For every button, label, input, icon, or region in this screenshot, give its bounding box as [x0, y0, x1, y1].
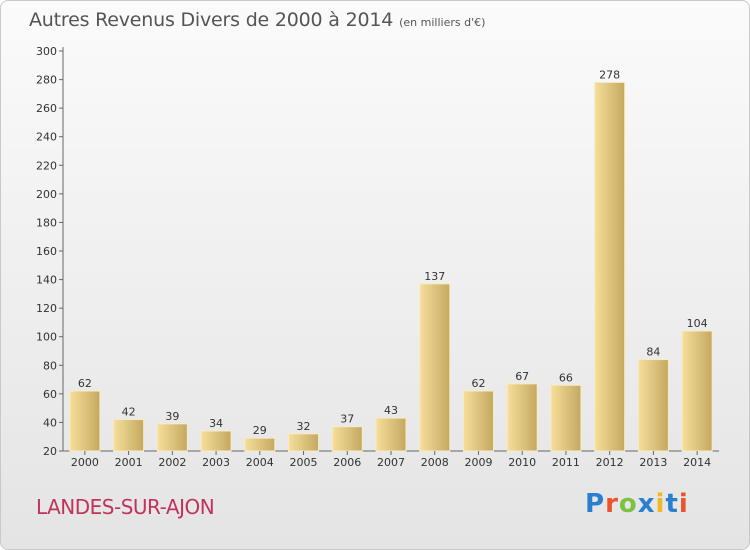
logo-letter: o	[618, 489, 638, 519]
bar	[244, 437, 276, 452]
x-tick-label: 2006	[333, 456, 361, 469]
y-tick-label: 280	[36, 74, 57, 87]
data-label: 67	[515, 370, 529, 383]
bar	[113, 419, 145, 452]
bar	[156, 423, 188, 452]
x-tick-label: 2001	[115, 456, 143, 469]
y-tick-label: 200	[36, 188, 57, 201]
data-label: 37	[340, 413, 354, 426]
y-tick-label: 160	[36, 245, 57, 258]
x-tick-label: 2007	[377, 456, 405, 469]
x-tick-label: 2003	[202, 456, 230, 469]
y-tick-label: 80	[43, 359, 57, 372]
y-tick-label: 100	[36, 331, 57, 344]
chart-title: Autres Revenus Divers de 2000 à 2014	[29, 9, 394, 31]
logo-letter: x	[637, 489, 656, 519]
data-label: 62	[471, 377, 485, 390]
data-label: 137	[424, 270, 445, 283]
bar	[550, 384, 582, 452]
chart-subtitle: (en milliers d'€)	[399, 16, 486, 29]
bar	[462, 390, 494, 452]
chart-title-block: Autres Revenus Divers de 2000 à 2014 (en …	[29, 9, 485, 31]
data-label: 278	[599, 68, 620, 81]
bar	[681, 330, 713, 452]
data-label: 43	[384, 404, 398, 417]
bar	[200, 430, 232, 452]
bar	[69, 390, 101, 452]
commune-name: LANDES-SUR-AJON	[36, 495, 215, 519]
y-tick-label: 140	[36, 274, 57, 287]
y-tick-label: 60	[43, 388, 57, 401]
bar	[637, 359, 669, 452]
data-label: 62	[78, 377, 92, 390]
y-tick-label: 180	[36, 216, 57, 229]
data-label: 39	[165, 410, 179, 423]
data-label: 66	[559, 371, 573, 384]
y-tick-label: 20	[43, 445, 57, 458]
logo-letter: r	[605, 489, 619, 519]
x-tick-label: 2009	[464, 456, 492, 469]
x-tick-label: 2013	[639, 456, 667, 469]
bar	[288, 433, 320, 452]
y-tick-label: 40	[43, 416, 57, 429]
bar	[331, 426, 363, 452]
y-tick-label: 260	[36, 102, 57, 115]
x-tick-label: 2012	[596, 456, 624, 469]
bar	[375, 417, 407, 452]
bar	[594, 81, 626, 452]
data-label: 29	[253, 424, 267, 437]
y-tick-label: 300	[36, 45, 57, 58]
y-tick-label: 240	[36, 131, 57, 144]
logo-letter: t	[665, 489, 679, 519]
data-label: 84	[646, 346, 660, 359]
proxiti-logo: Proxiti	[585, 489, 689, 519]
x-tick-label: 2004	[246, 456, 274, 469]
x-tick-label: 2011	[552, 456, 580, 469]
bar	[506, 383, 538, 452]
x-tick-label: 2005	[290, 456, 318, 469]
x-tick-label: 2014	[683, 456, 711, 469]
logo-letter: i	[655, 489, 666, 519]
y-tick-label: 220	[36, 159, 57, 172]
data-label: 32	[297, 420, 311, 433]
x-tick-label: 2000	[71, 456, 99, 469]
x-tick-label: 2002	[158, 456, 186, 469]
logo-letter: P	[585, 489, 606, 519]
x-tick-label: 2010	[508, 456, 536, 469]
logo-letter: i	[678, 489, 689, 519]
bar	[419, 283, 451, 452]
data-label: 104	[687, 317, 708, 330]
y-tick-label: 120	[36, 302, 57, 315]
data-label: 42	[122, 406, 136, 419]
data-label: 34	[209, 417, 223, 430]
x-tick-label: 2008	[421, 456, 449, 469]
